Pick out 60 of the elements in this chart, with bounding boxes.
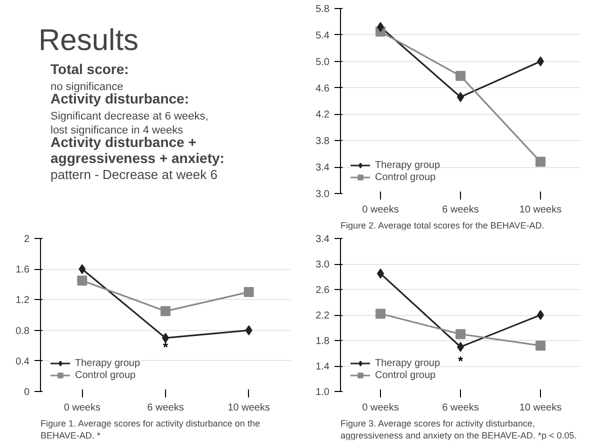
point: [536, 340, 546, 351]
legend-label: Therapy group: [375, 159, 440, 171]
legend-label: Therapy group: [375, 357, 440, 369]
text: lost significance in 4 weeks: [50, 124, 184, 136]
point: [245, 325, 252, 336]
annotation: *: [162, 340, 169, 355]
y-tick-label: 0.4: [16, 356, 30, 368]
point: [456, 70, 466, 81]
y-tick-label: 2.6: [316, 285, 330, 296]
point: [78, 264, 86, 274]
y-tick-label: 5.0: [316, 56, 330, 68]
y-tick-label: 4.6: [316, 83, 330, 94]
text: no significance: [50, 80, 124, 93]
y-tick-label: 1.6: [16, 264, 30, 276]
y-tick-label: 3.4: [316, 162, 330, 174]
point: [77, 276, 88, 286]
x-tick-label: 10 weeks: [519, 204, 562, 216]
y-tick-label: 3.0: [316, 189, 330, 200]
x-tick-label: 0 weeks: [64, 402, 101, 414]
y-tick-label: 1.4: [316, 362, 330, 372]
y-tick-label: 3.4: [316, 234, 330, 245]
point: [376, 308, 386, 319]
y-tick-label: 0: [24, 387, 30, 398]
text: Figure 2. Average total scores for the BEHAVE-AD.: [340, 220, 544, 230]
point: [456, 329, 466, 340]
point: [160, 306, 170, 316]
point: [244, 287, 254, 298]
y-tick-label: 2: [24, 234, 30, 245]
point: [537, 310, 544, 320]
x-tick-label: 0 weeks: [362, 204, 399, 216]
y-tick-label: 3.0: [316, 260, 330, 270]
y-tick-label: 1.0: [316, 387, 330, 398]
x-tick-label: 6 weeks: [442, 402, 479, 414]
y-tick-label: 0.8: [16, 326, 30, 337]
text: Results: [38, 24, 139, 57]
point: [377, 22, 384, 32]
text: pattern - Decrease at week 6: [50, 167, 218, 182]
legend-label: Control group: [375, 369, 436, 381]
y-tick-label: 1.2: [16, 295, 30, 306]
text: Total score:: [50, 60, 129, 77]
y-tick-label: 5.8: [316, 4, 330, 15]
point: [536, 156, 546, 167]
legend-label: Control group: [75, 369, 136, 381]
y-tick-label: 4.2: [316, 110, 330, 121]
y-tick-label: 3.8: [316, 136, 330, 148]
legend-label: Therapy group: [75, 357, 140, 369]
legend-label: Control group: [375, 171, 436, 183]
y-tick-label: 5.4: [316, 30, 330, 42]
x-tick-label: 10 weeks: [519, 402, 562, 414]
y-tick-label: 1.8: [316, 336, 330, 347]
annotation: *: [458, 353, 464, 368]
text: Figure 3. Average scores for activity disturbance, aggressiveness and anxiety on the BEHAVE-AD. *p < 0.05.: [340, 418, 577, 440]
x-tick-label: 10 weeks: [228, 402, 270, 414]
text: Figure 1. Average scores for activity disturbance on the BEHAVE-AD. *: [40, 418, 260, 440]
x-tick-label: 6 weeks: [147, 402, 184, 414]
text: aggressiveness + anxiety:: [50, 150, 224, 166]
text: Significant decrease at 6 weeks,: [50, 110, 208, 123]
y-tick-label: 2.2: [316, 310, 330, 322]
x-tick-label: 6 weeks: [442, 204, 479, 216]
x-tick-label: 0 weeks: [362, 402, 399, 414]
